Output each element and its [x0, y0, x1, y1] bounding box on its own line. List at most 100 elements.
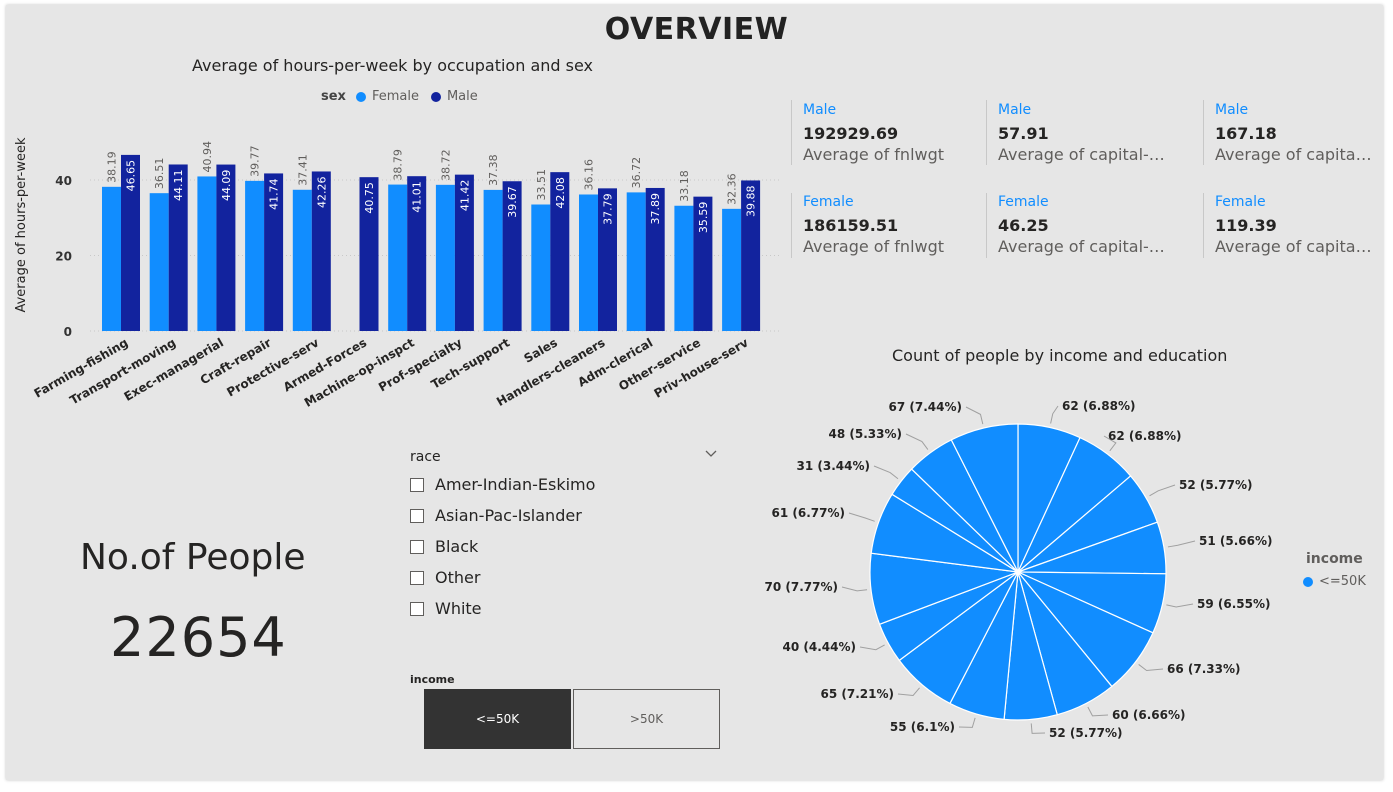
chevron-down-icon[interactable]	[704, 446, 718, 464]
bar-male	[407, 176, 427, 331]
card-category: Male	[803, 102, 837, 118]
data-label-male: 39.67	[506, 186, 519, 218]
race-option-asian-pac-islander[interactable]: Asian-Pac-Islander	[410, 506, 582, 525]
pie-data-label: 48 (5.33%)	[829, 427, 902, 441]
race-option-white[interactable]: White	[410, 599, 482, 618]
card-divider	[1203, 193, 1204, 258]
checkbox[interactable]	[410, 508, 424, 523]
card-category: Female	[998, 194, 1049, 210]
data-label-male: 35.59	[697, 202, 710, 234]
pie-leader-line	[958, 717, 976, 728]
bar-male	[550, 172, 570, 331]
pie-legend-title: income	[1306, 551, 1363, 567]
checkbox[interactable]	[410, 477, 424, 492]
data-label-male: 41.01	[411, 181, 424, 213]
data-label-male: 46.65	[125, 160, 138, 192]
bar-female	[197, 176, 217, 331]
bar-chart-legend: sex Female Male	[321, 89, 478, 104]
income-gt50k-button[interactable]: >50K	[573, 689, 720, 749]
pie-legend-item[interactable]: <=50K	[1303, 574, 1366, 589]
data-label-male: 41.42	[458, 180, 471, 212]
data-label-female: 37.38	[487, 154, 500, 186]
checkbox[interactable]	[410, 601, 424, 616]
y-tick-label: 20	[55, 250, 72, 264]
bar-chart: 0 20 40 Average of hours-per-week 38.19 46.65…	[14, 137, 780, 410]
card-divider	[791, 193, 792, 258]
card-value: 57.91	[998, 124, 1049, 143]
bar-female	[626, 192, 646, 331]
bar-male	[454, 174, 474, 331]
card-value: 186159.51	[803, 216, 899, 235]
x-tick-label: Prof-specialty	[376, 335, 464, 394]
y-tick-label: 0	[64, 325, 72, 339]
pie-leader-line	[873, 465, 899, 480]
card-female-capital-gain[interactable]: Female 119.39 Average of capital-gain	[1215, 194, 1393, 256]
pie-leader-line	[1103, 435, 1117, 452]
pie-chart-title: Count of people by income and education	[892, 346, 1228, 365]
bar-female	[531, 204, 551, 331]
pie-chart: 62 (6.88%) 62 (6.88%) 52 (5.77%) 51 (5.66%)…	[765, 399, 1273, 740]
data-label-male: 44.11	[172, 169, 185, 201]
card-value: 119.39	[1215, 216, 1277, 235]
card-category: Female	[1215, 194, 1266, 210]
pie-data-label: 40 (4.44%)	[783, 640, 856, 654]
bar-male	[502, 181, 522, 331]
pie-leader-line	[905, 433, 929, 450]
race-option-amer-indian-eskimo[interactable]: Amer-Indian-Eskimo	[410, 475, 595, 494]
bar-female	[674, 205, 694, 331]
card-value: 46.25	[998, 216, 1049, 235]
data-label-female: 36.72	[630, 157, 643, 189]
race-option-label: Black	[435, 537, 479, 556]
checkbox[interactable]	[410, 570, 424, 585]
bar-female	[483, 189, 503, 331]
race-option-label: Other	[435, 568, 481, 587]
data-label-female: 39.77	[249, 145, 262, 177]
legend-male-label[interactable]: Male	[446, 89, 478, 104]
card-category: Male	[1215, 102, 1249, 118]
card-label: Average of capital-gain	[1215, 145, 1372, 164]
pie-leader-line	[1087, 706, 1109, 717]
pie-data-label: 59 (6.55%)	[1197, 597, 1270, 611]
bar-male	[598, 188, 617, 331]
bar-female	[102, 186, 121, 331]
card-male-capital-gain[interactable]: Male 167.18 Average of capital-gain	[1215, 102, 1393, 164]
pie-legend-label: <=50K	[1319, 574, 1366, 589]
card-label: Average of capital-gain	[1215, 237, 1372, 256]
pie-leader-line	[1050, 405, 1059, 424]
card-label: Average of fnlwgt	[803, 237, 945, 256]
data-label-female: 37.41	[296, 154, 309, 186]
data-label-female: 38.19	[106, 151, 119, 183]
pie-leader-line	[965, 406, 984, 425]
bar-female	[579, 194, 598, 331]
data-label-female: 36.51	[153, 158, 166, 190]
card-female-capital-loss[interactable]: Female 46.25 Average of capital-loss	[998, 194, 1188, 256]
card-male-capital-loss[interactable]: Male 57.91 Average of capital-loss	[998, 102, 1188, 164]
pie-data-label: 65 (7.21%)	[821, 687, 894, 701]
pie-leader-line	[897, 687, 920, 696]
data-label-male: 39.88	[745, 185, 758, 217]
legend-female-label[interactable]: Female	[371, 89, 419, 104]
race-option-label: Amer-Indian-Eskimo	[435, 475, 596, 494]
data-label-male: 42.26	[315, 176, 328, 208]
card-male-fnlwgt[interactable]: Male 192929.69 Average of fnlwgt	[803, 102, 993, 164]
legend-male-marker	[430, 91, 441, 102]
card-divider	[791, 100, 792, 165]
income-slicer-title: income	[410, 673, 455, 686]
pie-data-label: 67 (7.44%)	[889, 400, 962, 414]
card-female-fnlwgt[interactable]: Female 186159.51 Average of fnlwgt	[803, 194, 993, 256]
pie-data-label: 52 (5.77%)	[1049, 726, 1122, 740]
data-label-female: 38.72	[439, 149, 452, 181]
bar-male	[121, 154, 140, 331]
bar-male	[264, 173, 284, 331]
income-le50k-button[interactable]: <=50K	[424, 689, 571, 749]
bar-male	[741, 180, 761, 331]
race-option-other[interactable]: Other	[410, 568, 480, 587]
pie-data-label: 62 (6.88%)	[1108, 429, 1181, 443]
bar-male	[359, 177, 379, 331]
checkbox[interactable]	[410, 539, 424, 554]
race-option-black[interactable]: Black	[410, 537, 478, 556]
data-label-male: 40.75	[363, 182, 376, 214]
card-divider	[1203, 100, 1204, 165]
race-slicer-title: race	[410, 449, 441, 465]
card-label: Average of capital-loss	[998, 145, 1168, 164]
